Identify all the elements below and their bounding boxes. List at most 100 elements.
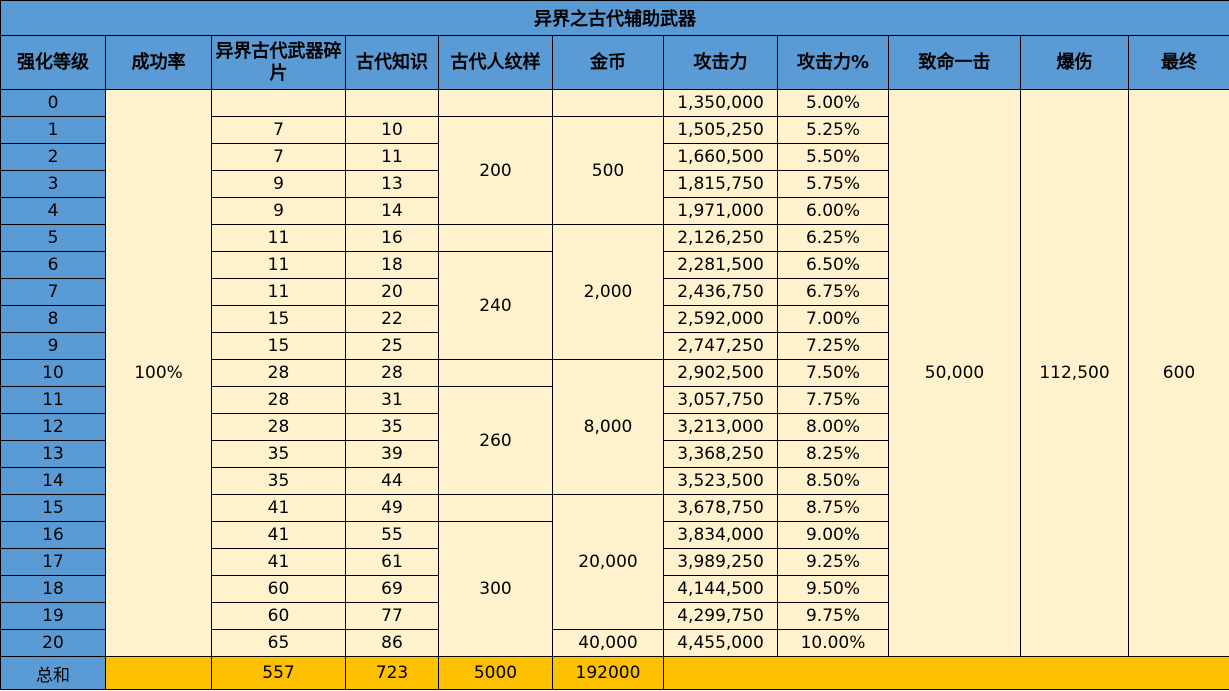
shards-cell: 35 (211, 440, 346, 468)
attack-cell: 1,815,750 (663, 170, 778, 198)
header-attack: 攻击力 (663, 35, 778, 90)
knowledge-cell: 49 (345, 494, 439, 522)
table-title: 异界之古代辅助武器 (0, 0, 1229, 36)
attack-pct-cell: 7.50% (777, 359, 889, 387)
table-row: 19 60 77 4,299,750 9.75% (0, 602, 1229, 630)
table-row: 4 9 14 1,971,000 6.00% (0, 197, 1229, 225)
level-cell: 1 (0, 116, 106, 144)
attack-pct-cell: 8.50% (777, 467, 889, 495)
shards-cell: 41 (211, 521, 346, 549)
crit-cell: 50,000 (888, 89, 1021, 657)
level-cell: 15 (0, 494, 106, 522)
table-row: 2 7 11 1,660,500 5.50% (0, 143, 1229, 171)
header-pattern: 古代人纹样 (438, 35, 553, 90)
knowledge-cell (345, 89, 439, 117)
knowledge-cell: 39 (345, 440, 439, 468)
attack-pct-cell: 7.25% (777, 332, 889, 360)
header-crit-dmg: 爆伤 (1020, 35, 1129, 90)
final-cell: 600 (1127, 89, 1229, 657)
table-row: 5 11 16 2,000 2,126,250 6.25% (0, 224, 1229, 360)
attack-cell: 3,057,750 (663, 386, 778, 414)
shards-cell: 28 (211, 359, 346, 387)
pattern-cell: 200 (438, 116, 553, 225)
pattern-cell (438, 494, 553, 522)
attack-cell: 4,299,750 (663, 602, 778, 630)
knowledge-cell: 77 (345, 602, 439, 630)
shards-cell: 41 (211, 548, 346, 576)
totals-label: 总和 (0, 656, 106, 690)
table-row: 17 41 61 3,989,250 9.25% (0, 548, 1229, 576)
gold-cell: 8,000 (552, 359, 664, 495)
shards-cell: 11 (211, 224, 346, 252)
level-cell: 2 (0, 143, 106, 171)
shards-cell: 7 (211, 116, 346, 144)
level-cell: 4 (0, 197, 106, 225)
knowledge-cell: 55 (345, 521, 439, 549)
knowledge-cell: 20 (345, 278, 439, 306)
attack-cell: 3,989,250 (663, 548, 778, 576)
attack-pct-cell: 9.50% (777, 575, 889, 603)
shards-cell (211, 89, 346, 117)
header-shards: 异界古代武器碎片 (211, 35, 346, 90)
level-cell: 3 (0, 170, 106, 198)
table-body: 0 100% 1,350,000 5.00% 50,000 112,500 600 1 7 10 2… (0, 89, 1229, 657)
attack-pct-cell: 7.00% (777, 305, 889, 333)
gold-cell: 40,000 (552, 629, 664, 657)
level-cell: 19 (0, 602, 106, 630)
shards-cell: 28 (211, 413, 346, 441)
knowledge-cell: 28 (345, 359, 439, 387)
shards-cell: 28 (211, 386, 346, 414)
table-row: 10 28 28 8,000 2,902,500 7.50% (0, 359, 1229, 495)
totals-gold: 192000 (552, 656, 664, 690)
gold-cell: 2,000 (552, 224, 664, 360)
attack-pct-cell: 5.00% (777, 89, 889, 117)
header-attack-pct: 攻击力% (777, 35, 889, 90)
totals-row: 总和 557 723 5000 192000 (0, 656, 1229, 690)
crit-dmg-cell: 112,500 (1020, 89, 1129, 657)
attack-cell: 2,436,750 (663, 278, 778, 306)
knowledge-cell: 11 (345, 143, 439, 171)
knowledge-cell: 35 (345, 413, 439, 441)
knowledge-cell: 22 (345, 305, 439, 333)
level-cell: 0 (0, 89, 106, 117)
gold-cell (552, 89, 664, 117)
shards-cell: 41 (211, 494, 346, 522)
knowledge-cell: 69 (345, 575, 439, 603)
table-row: 7 11 20 2,436,750 6.75% (0, 278, 1229, 306)
attack-cell: 2,902,500 (663, 359, 778, 387)
attack-cell: 3,368,250 (663, 440, 778, 468)
table-row: 3 9 13 1,815,750 5.75% (0, 170, 1229, 198)
pattern-cell (438, 224, 553, 252)
attack-pct-cell: 6.25% (777, 224, 889, 252)
attack-pct-cell: 10.00% (777, 629, 889, 657)
shards-cell: 15 (211, 332, 346, 360)
table-row: 14 35 44 3,523,500 8.50% (0, 467, 1229, 495)
success-rate-cell: 100% (105, 89, 212, 657)
level-cell: 6 (0, 251, 106, 279)
attack-pct-cell: 6.75% (777, 278, 889, 306)
level-cell: 14 (0, 467, 106, 495)
attack-cell: 1,660,500 (663, 143, 778, 171)
table-row: 8 15 22 2,592,000 7.00% (0, 305, 1229, 333)
header-level: 强化等级 (0, 35, 106, 90)
attack-cell: 2,126,250 (663, 224, 778, 252)
level-cell: 17 (0, 548, 106, 576)
attack-pct-cell: 5.50% (777, 143, 889, 171)
knowledge-cell: 25 (345, 332, 439, 360)
level-cell: 11 (0, 386, 106, 414)
attack-cell: 2,592,000 (663, 305, 778, 333)
attack-pct-cell: 5.25% (777, 116, 889, 144)
shards-cell: 35 (211, 467, 346, 495)
attack-pct-cell: 9.00% (777, 521, 889, 549)
attack-pct-cell: 6.00% (777, 197, 889, 225)
attack-cell: 2,747,250 (663, 332, 778, 360)
attack-cell: 3,523,500 (663, 467, 778, 495)
totals-pattern: 5000 (438, 656, 553, 690)
shards-cell: 60 (211, 575, 346, 603)
shards-cell: 15 (211, 305, 346, 333)
shards-cell: 9 (211, 197, 346, 225)
knowledge-cell: 10 (345, 116, 439, 144)
attack-pct-cell: 6.50% (777, 251, 889, 279)
attack-pct-cell: 8.25% (777, 440, 889, 468)
